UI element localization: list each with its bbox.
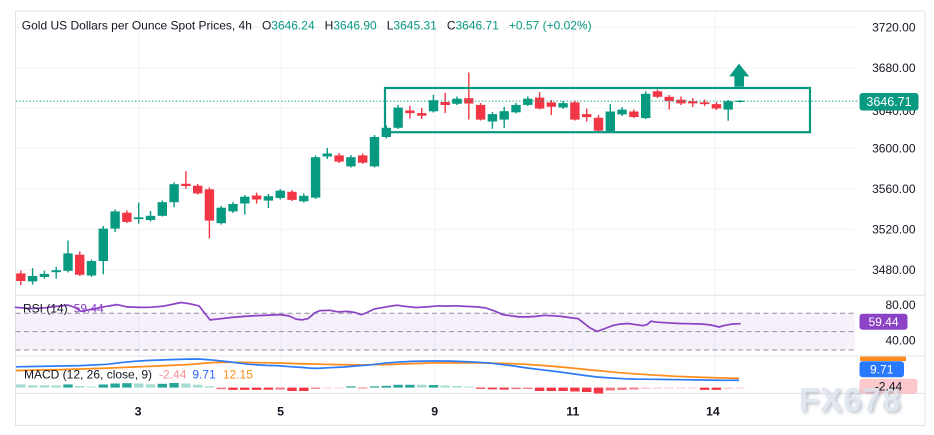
svg-text:14: 14 [706,405,720,419]
svg-text:3: 3 [135,405,142,419]
svg-text:3680.00: 3680.00 [872,61,916,75]
svg-text:FX678: FX678 [799,381,901,418]
svg-text:3480.00: 3480.00 [872,263,916,277]
svg-text:5: 5 [277,405,284,419]
svg-text:3520.00: 3520.00 [872,222,916,236]
svg-text:9: 9 [431,405,438,419]
svg-text:11: 11 [566,405,579,419]
svg-text:RSI (14)59.44: RSI (14) 59.44 [23,302,104,316]
svg-text:9.71: 9.71 [870,362,894,376]
svg-text:40.00: 40.00 [885,334,915,348]
svg-text:3720.00: 3720.00 [872,21,916,35]
svg-text:3560.00: 3560.00 [872,182,916,196]
svg-text:Gold US Dollars per Ounce Spot: Gold US Dollars per Ounce Spot Prices, 4… [22,19,592,33]
svg-text:3600.00: 3600.00 [872,142,916,156]
svg-text:3646.71: 3646.71 [866,95,911,109]
svg-text:MACD (12, 26, close, 9)-2.449.: MACD (12, 26, close, 9) -2.44 9.71 12.15 [24,367,253,381]
svg-text:80.00: 80.00 [885,298,915,312]
svg-text:-2.44: -2.44 [875,379,903,393]
svg-text:59.44: 59.44 [868,315,898,329]
